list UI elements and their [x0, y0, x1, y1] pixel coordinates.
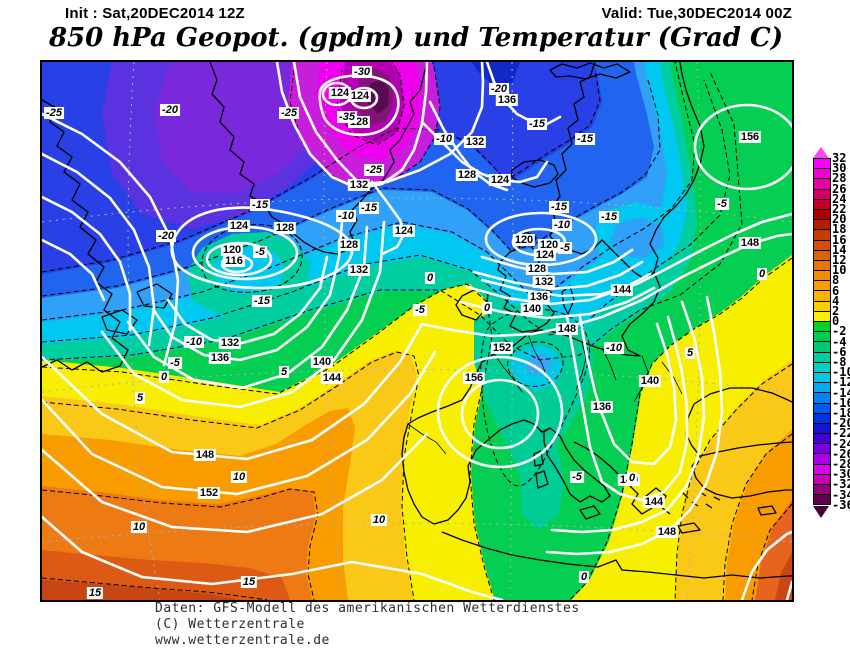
attribution-footer: Daten: GFS-Modell des amerikanischen Wet…	[155, 601, 580, 649]
colorbar-tick: 6	[832, 283, 840, 298]
colorbar-tick: -20	[832, 416, 850, 431]
colorbar-step	[814, 271, 830, 282]
colorbar-step	[814, 362, 830, 373]
footer-data-source: Daten: GFS-Modell des amerikanischen Wet…	[155, 601, 580, 616]
colorbar-tick: 24	[832, 191, 847, 206]
colorbar-arrow-bottom-icon	[813, 505, 829, 518]
colorbar-tick: -24	[832, 436, 850, 451]
colorbar-step	[814, 474, 830, 485]
colorbar-step	[814, 291, 830, 302]
colorbar-step	[814, 322, 830, 333]
graticule-lines	[42, 62, 792, 600]
colorbar-tick: -36	[832, 497, 850, 512]
colorbar-tick: -30	[832, 467, 850, 482]
colorbar-step	[814, 311, 830, 322]
colorbar-step	[814, 189, 830, 200]
colorbar-tick: -22	[832, 426, 850, 441]
page-title: 850 hPa Geopot. (gpdm) und Temperatur (G…	[48, 23, 784, 53]
colorbar-tick: 14	[832, 242, 847, 257]
colorbar-step	[814, 444, 830, 455]
colorbar-tick: 4	[832, 293, 840, 308]
colorbar-arrow-top-icon	[813, 147, 829, 158]
colorbar-tick: -4	[832, 334, 847, 349]
valid-time-label: Valid: Tue,30DEC2014 00Z	[601, 5, 792, 22]
colorbar-scale	[813, 158, 831, 506]
colorbar-tick: 18	[832, 222, 847, 237]
colorbar-step	[814, 495, 830, 505]
colorbar-step	[814, 281, 830, 292]
colorbar-step	[814, 240, 830, 251]
colorbar-step	[814, 372, 830, 384]
colorbar-step	[814, 169, 830, 180]
colorbar-tick: -14	[832, 385, 850, 400]
colorbar-step	[814, 485, 830, 496]
weather-map: 124 124 128 132 128 132 124 124 120 116 128 136 132 1…	[40, 60, 794, 602]
colorbar-step	[814, 464, 830, 475]
colorbar-tick: 12	[832, 253, 847, 267]
colorbar-tick: 22	[832, 202, 847, 216]
map-canvas	[42, 62, 792, 600]
colorbar-step	[814, 209, 830, 221]
colorbar-step	[814, 383, 830, 394]
colorbar-tick: 30	[832, 161, 847, 176]
colorbar-step	[814, 260, 830, 272]
colorbar-tick: 10	[832, 263, 847, 278]
init-time-label: Init : Sat,20DEC2014 12Z	[65, 5, 245, 22]
colorbar-step	[814, 423, 830, 435]
colorbar-tick: -12	[832, 375, 850, 390]
colorbar-tick: -8	[832, 355, 847, 369]
colorbar-step	[814, 230, 830, 241]
colorbar-tick: 28	[832, 171, 847, 186]
colorbar-tick: -34	[832, 487, 850, 502]
colorbar-tick: 2	[832, 304, 840, 318]
colorbar-tick: -10	[832, 365, 850, 380]
colorbar-tick: -2	[832, 324, 847, 339]
colorbar-step	[814, 454, 830, 465]
colorbar-step	[814, 393, 830, 404]
colorbar-tick: -26	[832, 446, 850, 461]
colorbar-tick: 0	[832, 314, 840, 329]
colorbar-tick: -16	[832, 395, 850, 410]
colorbar-tick: 26	[832, 181, 847, 196]
colorbar-step	[814, 342, 830, 353]
colorbar-step	[814, 434, 830, 445]
colorbar-tick: -18	[832, 406, 850, 420]
colorbar-step	[814, 413, 830, 424]
footer-website: www.wetterzentrale.de	[155, 633, 330, 648]
colorbar-tick: 16	[832, 232, 847, 247]
colorbar-step	[814, 352, 830, 363]
colorbar-tick: 20	[832, 212, 847, 227]
footer-copyright: (C) Wetterzentrale	[155, 617, 305, 632]
colorbar-step	[814, 301, 830, 312]
colorbar-step	[814, 220, 830, 231]
colorbar-step	[814, 250, 830, 261]
colorbar-step	[814, 159, 830, 170]
colorbar-step	[814, 179, 830, 190]
colorbar-tick: 8	[832, 273, 840, 288]
colorbar-step	[814, 199, 830, 210]
colorbar-tick: -28	[832, 457, 850, 471]
colorbar-tick: -6	[832, 344, 847, 359]
colorbar-step	[814, 403, 830, 414]
colorbar-tick: -32	[832, 477, 850, 492]
colorbar-step	[814, 332, 830, 343]
colorbar-tick: 32	[832, 151, 847, 165]
